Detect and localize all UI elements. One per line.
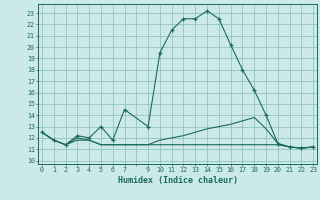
X-axis label: Humidex (Indice chaleur): Humidex (Indice chaleur) [118,176,238,185]
